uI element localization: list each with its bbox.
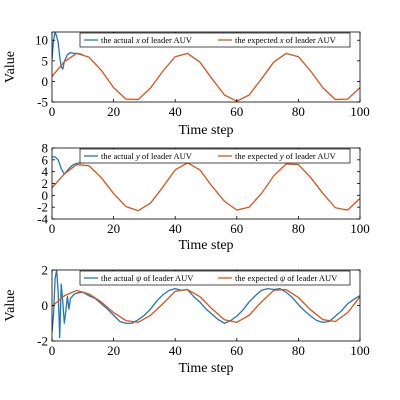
x-tick-label: 0 [49, 221, 56, 236]
x-tick-label: 60 [230, 221, 243, 236]
legend-entry-label: the expected ψ of leader AUV [235, 273, 338, 283]
series-line-expected [52, 52, 360, 102]
x-axis-label: Time step [178, 238, 233, 253]
y-tick-label: 5 [42, 53, 49, 68]
legend-label-suffix: of leader AUV [140, 151, 193, 161]
y-tick-label: -2 [37, 200, 48, 215]
series-line-actual [52, 270, 360, 339]
legend-label-prefix: the expected [235, 273, 280, 283]
legend: the actual x of leader AUV the expected x… [79, 32, 351, 48]
y-tick-label: -4 [37, 212, 48, 227]
legend-label-symbol: ψ [136, 273, 142, 283]
x-tick-label: 100 [350, 343, 370, 358]
legend-label-prefix: the actual [101, 35, 136, 45]
plot-frame [51, 31, 361, 103]
legend-label-prefix: the expected [235, 151, 280, 161]
x-tick-label: 80 [292, 343, 305, 358]
y-axis-label: Value [3, 51, 18, 83]
x-tick-label: 60 [230, 343, 243, 358]
legend-label-suffix: of leader AUV [140, 35, 193, 45]
y-tick-label: 10 [35, 33, 48, 48]
legend-label-symbol: ψ [280, 273, 286, 283]
y-tick-label: 2 [42, 176, 49, 191]
x-axis-label: Time step [178, 361, 233, 376]
legend-label-symbol: y [135, 151, 140, 161]
x-tick-label: 40 [169, 104, 182, 119]
series-line-actual [52, 32, 83, 70]
legend-entry-label: the expected x of leader AUV [235, 35, 337, 45]
legend: the actual ψ of leader AUV the expected ψ… [79, 270, 351, 286]
y-axis-label: Value [3, 290, 18, 322]
y-tick-label: -5 [37, 95, 48, 110]
legend-label-prefix: the actual [101, 151, 136, 161]
legend-entry-label: the actual x of leader AUV [101, 35, 193, 45]
x-tick-label: 100 [350, 221, 370, 236]
y-tick-label: 2 [42, 263, 49, 278]
x-tick-label: 80 [292, 104, 305, 119]
legend-label-symbol: y [279, 151, 284, 161]
x-tick-label: 60 [230, 104, 243, 119]
legend-box [79, 32, 351, 48]
x-tick-label: 20 [107, 104, 120, 119]
x-tick-label: 100 [350, 104, 370, 119]
y-tick-label: 0 [42, 298, 49, 313]
x-tick-label: 40 [169, 343, 182, 358]
legend-label-suffix: of leader AUV [284, 35, 337, 45]
y-tick-label: 6 [42, 152, 49, 167]
legend-label-symbol: x [279, 35, 284, 45]
legend-entry-label: the expected y of leader AUV [235, 151, 337, 161]
x-tick-label: 40 [169, 221, 182, 236]
legend-entry-label: the actual y of leader AUV [101, 151, 193, 161]
legend-label-prefix: the expected [235, 35, 280, 45]
legend-box [79, 148, 351, 164]
x-tick-label: 20 [107, 221, 120, 236]
x-tick-label: 20 [107, 343, 120, 358]
legend-label-suffix: of leader AUV [141, 273, 194, 283]
y-tick-label: -2 [37, 334, 48, 349]
y-tick-label: 0 [42, 74, 49, 89]
series-line-expected [52, 288, 360, 324]
y-tick-label: 8 [42, 141, 49, 156]
legend: the actual y of leader AUV the expected y… [79, 148, 351, 164]
series-line-expected [52, 162, 360, 212]
y-tick-label: 0 [42, 188, 49, 203]
legend-label-suffix: of leader AUV [284, 151, 337, 161]
x-tick-label: 0 [49, 104, 56, 119]
legend-box [79, 270, 351, 286]
legend-label-symbol: x [135, 35, 140, 45]
legend-label-suffix: of leader AUV [285, 273, 338, 283]
x-axis-label: Time step [178, 123, 233, 138]
legend-label-prefix: the actual [101, 273, 136, 283]
y-tick-label: 4 [42, 164, 49, 179]
x-tick-label: 0 [49, 343, 56, 358]
legend-entry-label: the actual ψ of leader AUV [101, 273, 194, 283]
x-tick-label: 80 [292, 221, 305, 236]
